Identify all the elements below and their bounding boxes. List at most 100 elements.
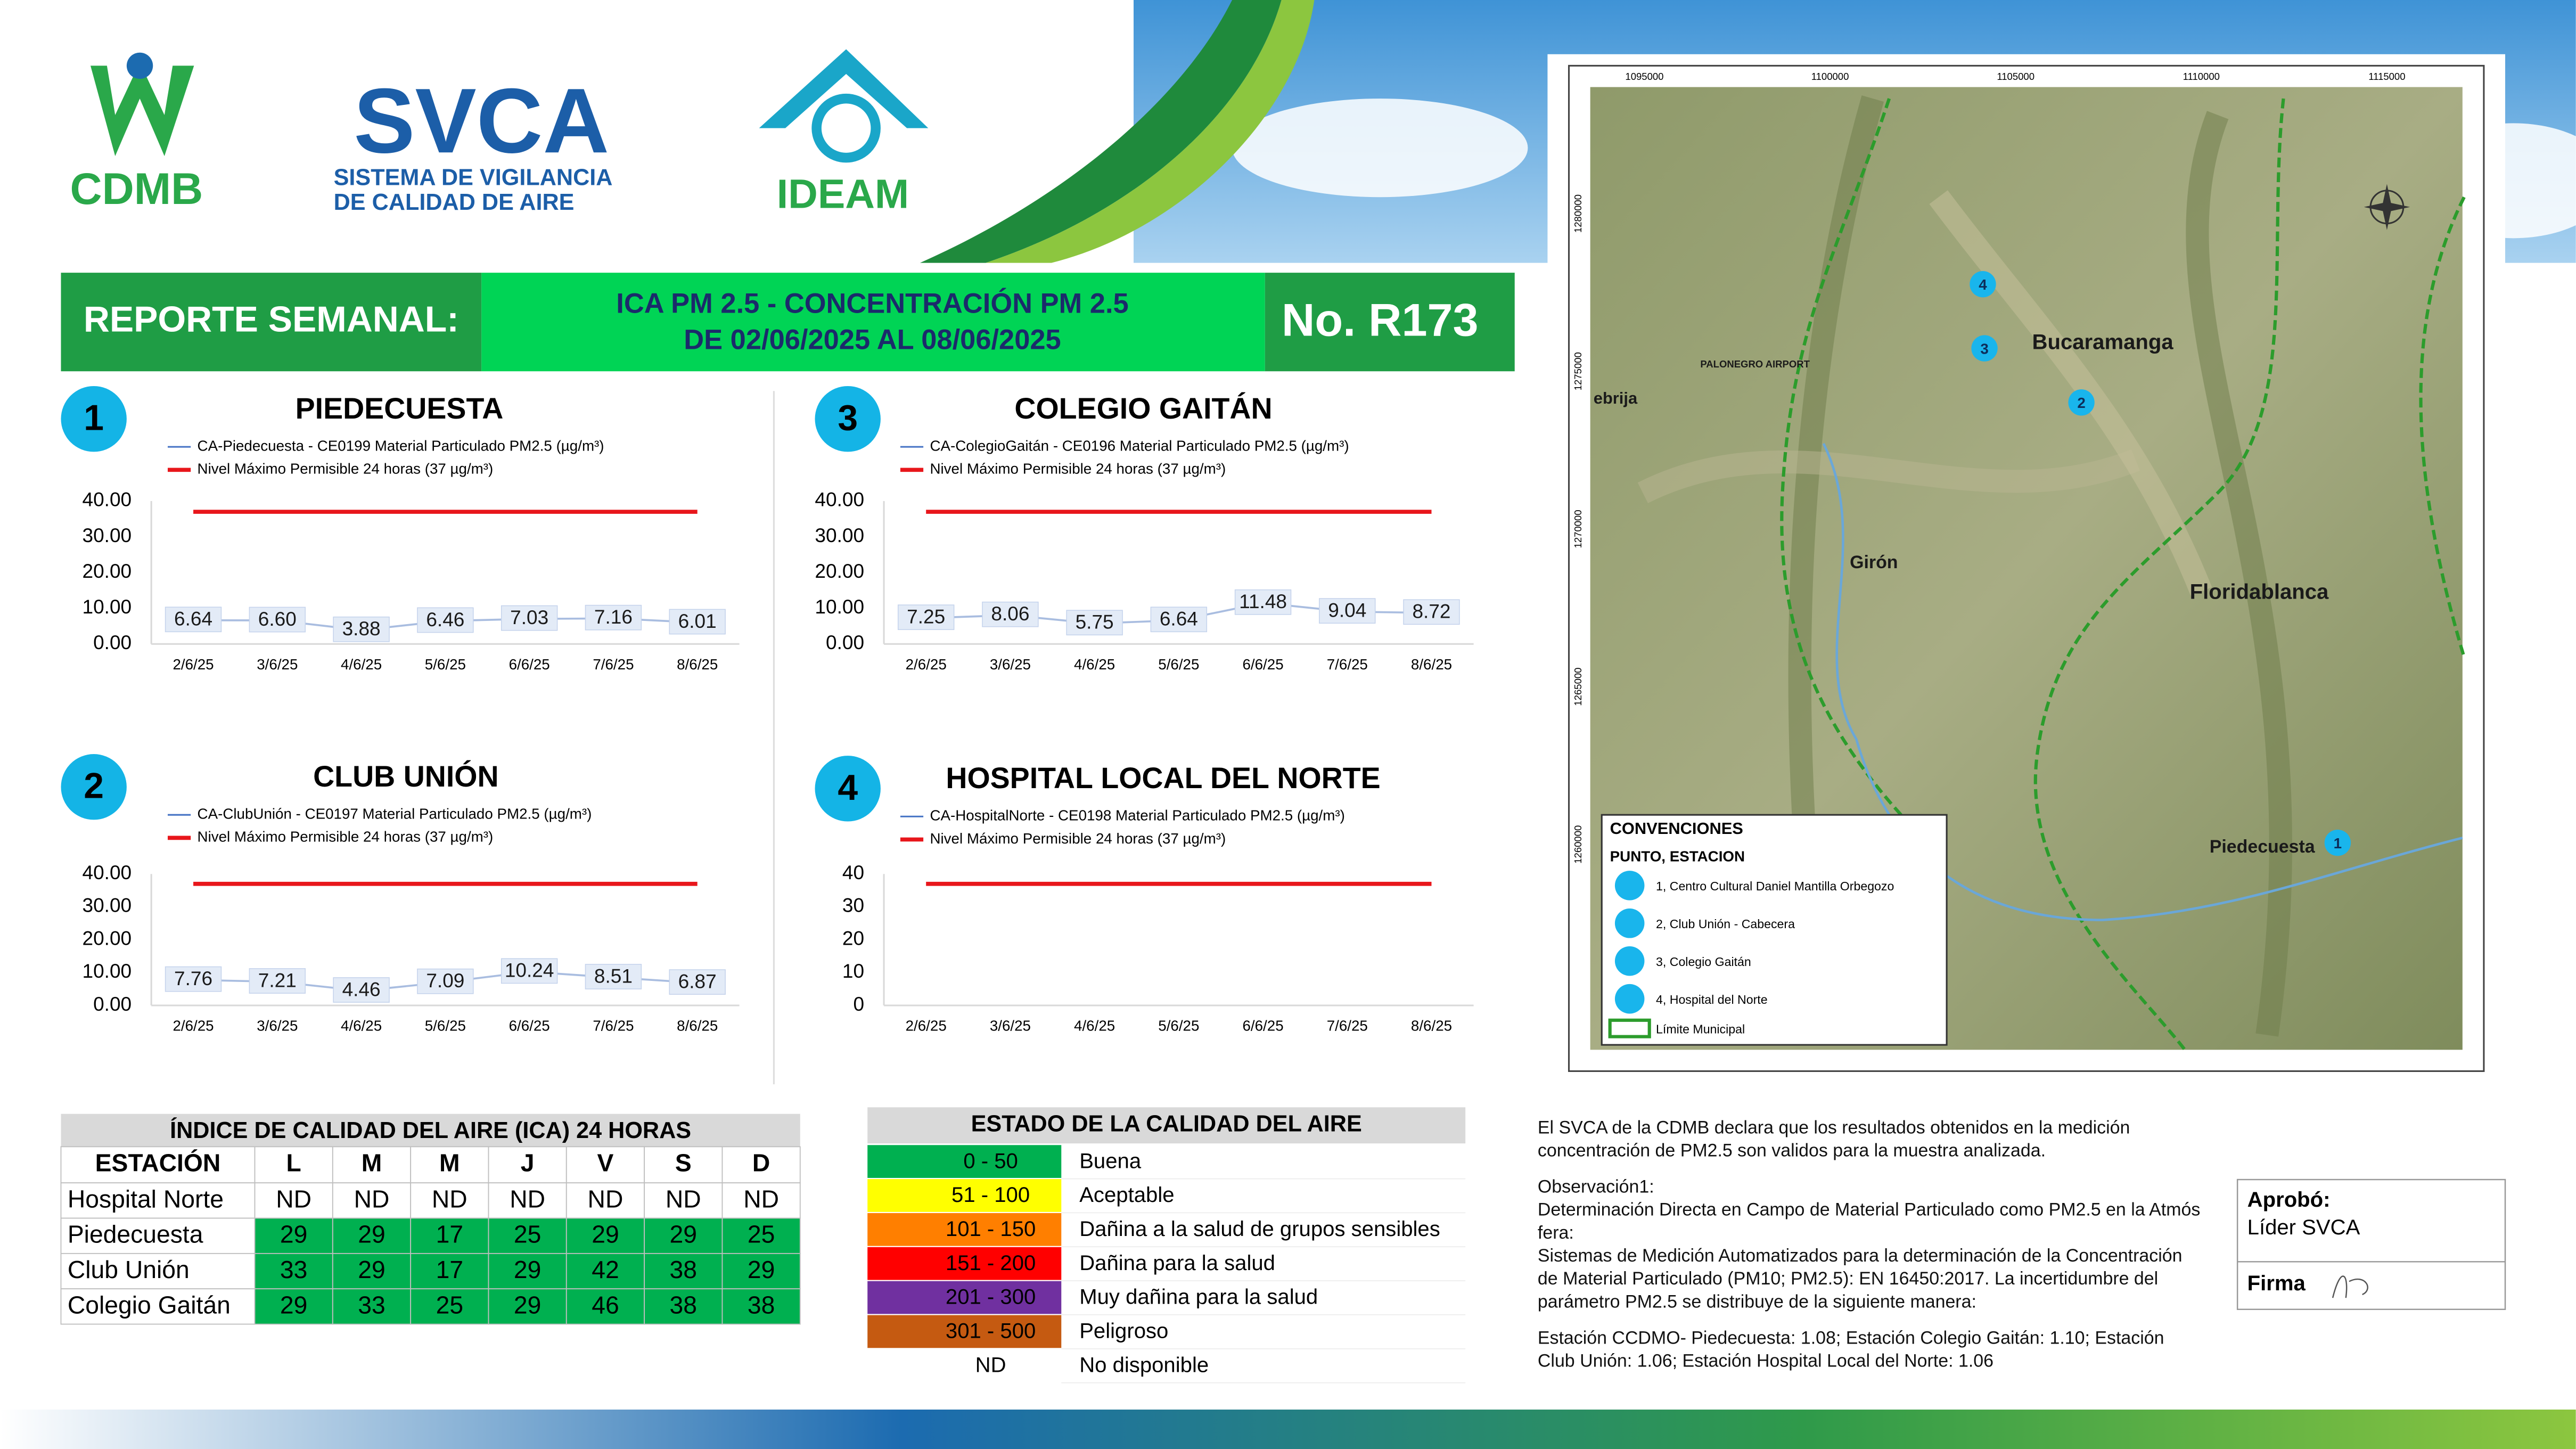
ideam-logo-mark xyxy=(759,49,929,128)
svca-line2: DE CALIDAD DE AIRE xyxy=(334,190,575,215)
ica-cell xyxy=(488,1252,567,1290)
y-tick-label: 10.00 xyxy=(815,595,864,618)
ica-cell xyxy=(60,1288,256,1325)
data-label: 6.64 xyxy=(174,608,212,630)
data-label: 4.46 xyxy=(342,978,381,1000)
x-tick-label: 3/6/25 xyxy=(257,1017,298,1034)
data-label-box xyxy=(1066,610,1123,636)
x-tick-label: 7/6/25 xyxy=(593,656,634,673)
note-line: Sistemas de Medición Automatizados para … xyxy=(1538,1246,2183,1266)
note-line: Club Unión: 1.06; Estación Hospital Loca… xyxy=(1538,1350,1993,1371)
data-label: 10.24 xyxy=(505,959,554,981)
y-tick-label: 30 xyxy=(842,894,864,916)
status-swatch xyxy=(867,1315,1062,1348)
note-line: Estación CCDMO- Piedecuesta: 1.08; Estac… xyxy=(1538,1328,2164,1348)
x-tick-label: 8/6/25 xyxy=(677,656,718,673)
ica-cell xyxy=(254,1252,333,1290)
ica-column-header: L xyxy=(286,1149,301,1177)
station-marker xyxy=(2068,389,2095,416)
ica-column-header: M xyxy=(439,1149,460,1177)
legend-label: CA-HospitalNorte - CE0198 Material Parti… xyxy=(930,807,1344,824)
y-tick-label: 0.00 xyxy=(93,631,132,653)
data-label: 6.64 xyxy=(1160,608,1198,630)
data-label-box xyxy=(249,968,306,994)
chart-number: 2 xyxy=(84,766,104,806)
x-tick-label: 7/6/25 xyxy=(1327,656,1368,673)
ica-header-cell xyxy=(254,1146,333,1184)
x-tick-label: 7/6/25 xyxy=(1327,1017,1368,1034)
cloud xyxy=(1232,99,1528,198)
station-marker xyxy=(1970,271,1996,298)
data-label-box xyxy=(417,607,474,633)
map-place: ebrija xyxy=(1594,389,1638,407)
status-range: 101 - 150 xyxy=(946,1217,1036,1241)
ica-header-cell xyxy=(644,1146,723,1184)
x-tick-label: 8/6/25 xyxy=(677,1017,718,1034)
y-tick-label: 40 xyxy=(842,861,864,883)
title-center-1: ICA PM 2.5 - CONCENTRACIÓN PM 2.5 xyxy=(616,289,1128,320)
x-tick-label: 2/6/25 xyxy=(906,1017,947,1034)
ica-cell xyxy=(644,1217,723,1254)
map-y-coord: 1260000 xyxy=(1572,825,1584,864)
ica-cell xyxy=(644,1252,723,1290)
data-label-box xyxy=(165,966,222,992)
x-tick-label: 6/6/25 xyxy=(509,1017,550,1034)
svca-logo-text: SVCA xyxy=(354,69,609,172)
data-label: 11.48 xyxy=(1239,590,1287,612)
signature xyxy=(2332,1275,2368,1298)
map-place: Piedecuesta xyxy=(2210,837,2316,857)
legend-label: Nivel Máximo Permisible 24 horas (37 µg/… xyxy=(198,461,494,477)
status-range: 301 - 500 xyxy=(946,1320,1036,1343)
x-tick-label: 7/6/25 xyxy=(593,1017,634,1034)
ica-cell xyxy=(332,1182,412,1219)
ica-value: 46 xyxy=(592,1291,619,1319)
station-marker xyxy=(2324,829,2351,856)
terrain-ridge xyxy=(2186,111,2292,1037)
y-tick-label: 10.00 xyxy=(82,960,132,982)
ica-station: Colegio Gaitán xyxy=(68,1291,231,1319)
data-label-box xyxy=(165,607,222,633)
ica-value: 25 xyxy=(748,1221,775,1248)
status-label: Aceptable xyxy=(1079,1183,1174,1207)
status-label: Buena xyxy=(1079,1149,1142,1173)
y-tick-label: 0.00 xyxy=(93,993,132,1015)
data-label: 8.72 xyxy=(1412,600,1450,623)
data-label-box xyxy=(669,609,726,635)
data-label-box xyxy=(1150,607,1208,633)
status-swatch xyxy=(867,1247,1062,1280)
x-tick-label: 2/6/25 xyxy=(173,656,214,673)
x-tick-label: 8/6/25 xyxy=(1411,1017,1452,1034)
ica-value: ND xyxy=(432,1185,467,1213)
data-label: 7.76 xyxy=(174,967,212,989)
ica-cell xyxy=(488,1288,567,1325)
chart-title: CLUB UNIÓN xyxy=(313,760,499,793)
x-tick-label: 4/6/25 xyxy=(341,1017,382,1034)
ica-cell xyxy=(721,1252,801,1290)
map-y-coord: 1275000 xyxy=(1572,352,1584,390)
data-label: 7.03 xyxy=(510,606,548,628)
data-label-box xyxy=(501,958,558,984)
station-marker-label: 3 xyxy=(1980,340,1988,357)
ica-value: 29 xyxy=(592,1221,619,1248)
note-line: concentración de PM2.5 son validos para … xyxy=(1538,1141,2046,1161)
data-label-box xyxy=(1319,598,1376,624)
data-label: 3.88 xyxy=(342,617,381,640)
chart-title: PIEDECUESTA xyxy=(296,392,504,425)
ica-value: ND xyxy=(743,1185,779,1213)
ica-cell xyxy=(332,1217,412,1254)
ica-value: 38 xyxy=(670,1291,697,1319)
legend-label: Nivel Máximo Permisible 24 horas (37 µg/… xyxy=(930,830,1226,847)
map-legend-boundary-swatch xyxy=(1608,1018,1651,1038)
ica-header-cell xyxy=(60,1146,256,1184)
y-tick-label: 0 xyxy=(853,993,864,1015)
ica-value: 29 xyxy=(748,1256,775,1283)
ica-cell xyxy=(60,1252,256,1290)
ideam-logo-text: IDEAM xyxy=(777,171,909,217)
station-marker-label: 2 xyxy=(2077,395,2085,411)
map-place: Bucaramanga xyxy=(2032,330,2174,354)
status-swatch xyxy=(867,1179,1062,1212)
chart-title: COLEGIO GAITÁN xyxy=(1014,392,1272,425)
status-range: ND xyxy=(975,1353,1006,1377)
map-x-coord: 1105000 xyxy=(1997,71,2034,82)
x-tick-label: 2/6/25 xyxy=(173,1017,214,1034)
